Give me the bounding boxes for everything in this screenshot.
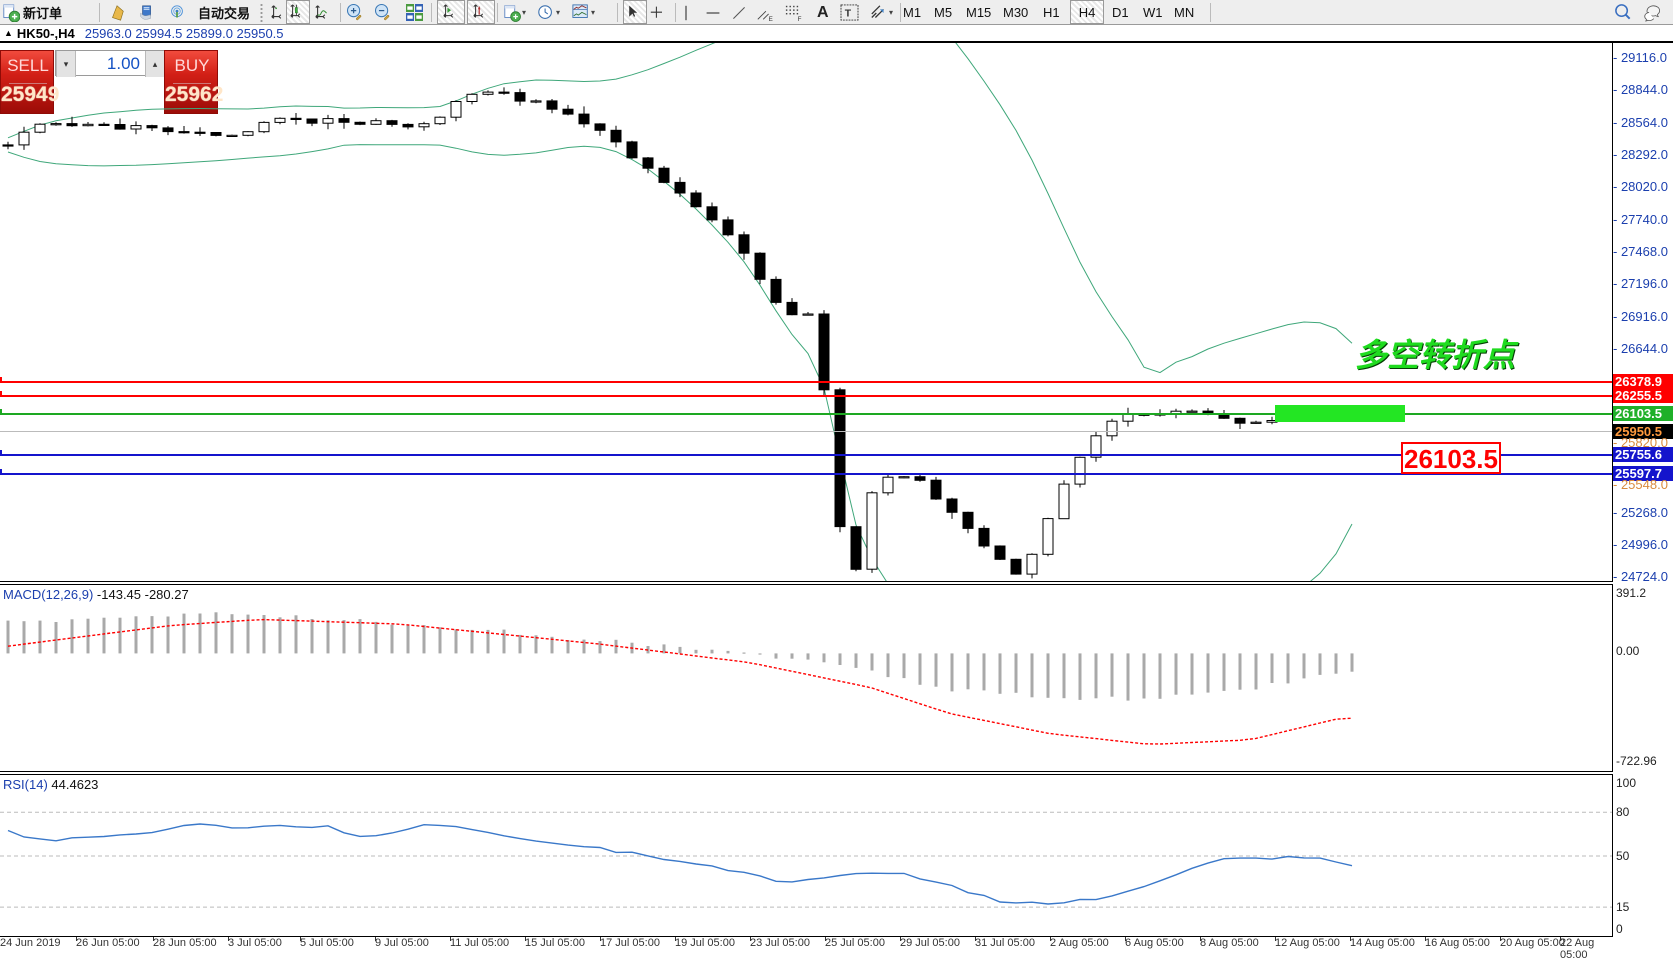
svg-text:F: F <box>798 16 802 22</box>
svg-text:E: E <box>769 16 773 22</box>
svg-text:T: T <box>845 8 852 19</box>
